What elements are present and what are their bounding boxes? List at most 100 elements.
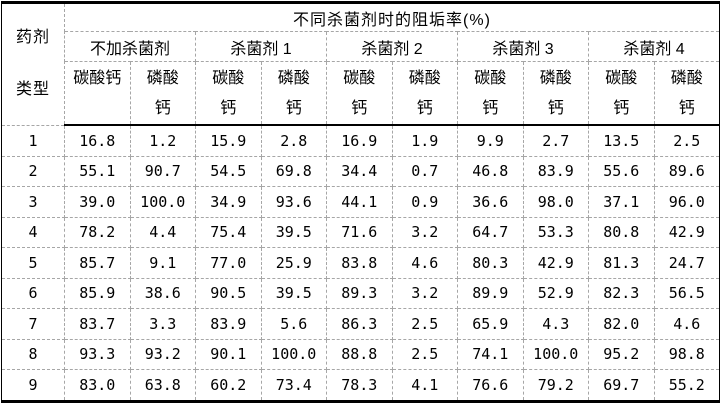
value-cell: 69.7 bbox=[588, 369, 655, 402]
value-cell: 89.9 bbox=[457, 277, 524, 309]
value-cell: 55.6 bbox=[588, 155, 655, 187]
table-title: 不同杀菌剂时的阻垢率(%) bbox=[64, 2, 720, 32]
value-cell: 16.8 bbox=[64, 124, 131, 157]
value-cell: 79.2 bbox=[522, 369, 589, 402]
value-cell: 55.2 bbox=[653, 369, 720, 402]
value-cell: 39.5 bbox=[260, 277, 327, 309]
value-cell: 9.1 bbox=[129, 247, 196, 279]
group-header-bactericide-3: 杀菌剂 3 bbox=[457, 31, 589, 62]
value-cell: 73.4 bbox=[260, 369, 327, 402]
value-cell: 2.5 bbox=[653, 124, 720, 157]
value-cell: 2.7 bbox=[522, 124, 589, 157]
value-cell: 89.6 bbox=[653, 155, 720, 187]
value-cell: 54.5 bbox=[195, 155, 262, 187]
value-cell: 0.7 bbox=[391, 155, 458, 187]
row-label: 5 bbox=[1, 247, 65, 279]
subcolumn-header: 碳酸 钙 bbox=[457, 61, 524, 126]
value-cell: 83.9 bbox=[195, 308, 262, 340]
value-cell: 76.6 bbox=[457, 369, 524, 402]
value-cell: 98.8 bbox=[653, 338, 720, 370]
scale-inhibition-table: 药剂 类型 不同杀菌剂时的阻垢率(%) 不加杀菌剂 杀菌剂 1 杀菌剂 2 杀菌… bbox=[1, 1, 720, 403]
table-body: 1 16.8 1.2 15.9 2.8 16.9 1.9 9.9 2.7 13.5 2.5 2 55.1… bbox=[1, 124, 720, 402]
header-row-subcolumns: 碳酸钙 磷酸 钙 碳酸 钙 磷酸 钙 碳酸 钙 磷酸 钙 碳酸 钙 磷酸 钙 碳… bbox=[2, 61, 720, 126]
group-header-bactericide-4: 杀菌剂 4 bbox=[588, 31, 720, 62]
subcolumn-header: 磷酸 钙 bbox=[391, 61, 458, 126]
row-label: 4 bbox=[1, 216, 65, 248]
row-label: 1 bbox=[1, 124, 65, 157]
value-cell: 13.5 bbox=[588, 124, 655, 157]
value-cell: 65.9 bbox=[457, 308, 524, 340]
value-cell: 56.5 bbox=[653, 277, 720, 309]
value-cell: 81.3 bbox=[588, 247, 655, 279]
value-cell: 83.9 bbox=[522, 155, 589, 187]
value-cell: 80.3 bbox=[457, 247, 524, 279]
table-row: 4 78.2 4.4 75.4 39.5 71.6 3.2 64.7 53.3 80.8 42.9 bbox=[1, 216, 720, 248]
value-cell: 46.8 bbox=[457, 155, 524, 187]
value-cell: 39.5 bbox=[260, 216, 327, 248]
value-cell: 3.2 bbox=[391, 277, 458, 309]
value-cell: 0.9 bbox=[391, 186, 458, 218]
value-cell: 55.1 bbox=[64, 155, 131, 187]
value-cell: 85.9 bbox=[64, 277, 131, 309]
value-cell: 78.3 bbox=[326, 369, 393, 402]
value-cell: 90.1 bbox=[195, 338, 262, 370]
value-cell: 74.1 bbox=[457, 338, 524, 370]
value-cell: 39.0 bbox=[64, 186, 131, 218]
value-cell: 83.0 bbox=[64, 369, 131, 402]
table-row: 3 39.0 100.0 34.9 93.6 44.1 0.9 36.6 98.0 37.1 96.… bbox=[1, 186, 720, 218]
value-cell: 24.7 bbox=[653, 247, 720, 279]
value-cell: 82.3 bbox=[588, 277, 655, 309]
value-cell: 90.5 bbox=[195, 277, 262, 309]
subcolumn-header: 磷酸 钙 bbox=[260, 61, 327, 126]
value-cell: 52.9 bbox=[522, 277, 589, 309]
value-cell: 15.9 bbox=[195, 124, 262, 157]
subcolumn-header: 磷酸 钙 bbox=[653, 61, 720, 126]
row-label: 6 bbox=[1, 277, 65, 309]
value-cell: 4.3 bbox=[522, 308, 589, 340]
value-cell: 93.6 bbox=[260, 186, 327, 218]
value-cell: 42.9 bbox=[522, 247, 589, 279]
value-cell: 96.0 bbox=[653, 186, 720, 218]
value-cell: 2.5 bbox=[391, 308, 458, 340]
subcolumn-header: 碳酸钙 bbox=[64, 61, 131, 126]
value-cell: 71.6 bbox=[326, 216, 393, 248]
value-cell: 90.7 bbox=[129, 155, 196, 187]
table-header: 药剂 类型 不同杀菌剂时的阻垢率(%) 不加杀菌剂 杀菌剂 1 杀菌剂 2 杀菌… bbox=[1, 2, 720, 126]
group-header-no-bactericide: 不加杀菌剂 bbox=[64, 31, 196, 62]
value-cell: 60.2 bbox=[195, 369, 262, 402]
value-cell: 53.3 bbox=[522, 216, 589, 248]
value-cell: 34.4 bbox=[326, 155, 393, 187]
value-cell: 98.0 bbox=[522, 186, 589, 218]
group-header-bactericide-2: 杀菌剂 2 bbox=[326, 31, 458, 62]
subcolumn-header: 磷酸 钙 bbox=[522, 61, 589, 126]
value-cell: 1.9 bbox=[391, 124, 458, 157]
value-cell: 63.8 bbox=[129, 369, 196, 402]
value-cell: 36.6 bbox=[457, 186, 524, 218]
value-cell: 42.9 bbox=[653, 216, 720, 248]
value-cell: 25.9 bbox=[260, 247, 327, 279]
value-cell: 80.8 bbox=[588, 216, 655, 248]
row-label: 2 bbox=[1, 155, 65, 187]
value-cell: 100.0 bbox=[522, 338, 589, 370]
table-row: 9 83.0 63.8 60.2 73.4 78.3 4.1 76.6 79.2 69.7 55.2 bbox=[1, 369, 720, 402]
value-cell: 100.0 bbox=[129, 186, 196, 218]
value-cell: 100.0 bbox=[260, 338, 327, 370]
subcolumn-header: 碳酸 钙 bbox=[588, 61, 655, 126]
table-row: 6 85.9 38.6 90.5 39.5 89.3 3.2 89.9 52.9 82.3 56.5 bbox=[1, 277, 720, 309]
subcolumn-header: 磷酸 钙 bbox=[129, 61, 196, 126]
value-cell: 37.1 bbox=[588, 186, 655, 218]
value-cell: 83.7 bbox=[64, 308, 131, 340]
row-label: 9 bbox=[1, 369, 65, 402]
value-cell: 95.2 bbox=[588, 338, 655, 370]
value-cell: 64.7 bbox=[457, 216, 524, 248]
subcolumn-header: 碳酸 钙 bbox=[326, 61, 393, 126]
value-cell: 83.8 bbox=[326, 247, 393, 279]
value-cell: 86.3 bbox=[326, 308, 393, 340]
value-cell: 4.6 bbox=[653, 308, 720, 340]
value-cell: 2.5 bbox=[391, 338, 458, 370]
value-cell: 38.6 bbox=[129, 277, 196, 309]
value-cell: 78.2 bbox=[64, 216, 131, 248]
row-label: 3 bbox=[1, 186, 65, 218]
value-cell: 1.2 bbox=[129, 124, 196, 157]
table-row: 1 16.8 1.2 15.9 2.8 16.9 1.9 9.9 2.7 13.5 2.5 bbox=[1, 124, 720, 157]
